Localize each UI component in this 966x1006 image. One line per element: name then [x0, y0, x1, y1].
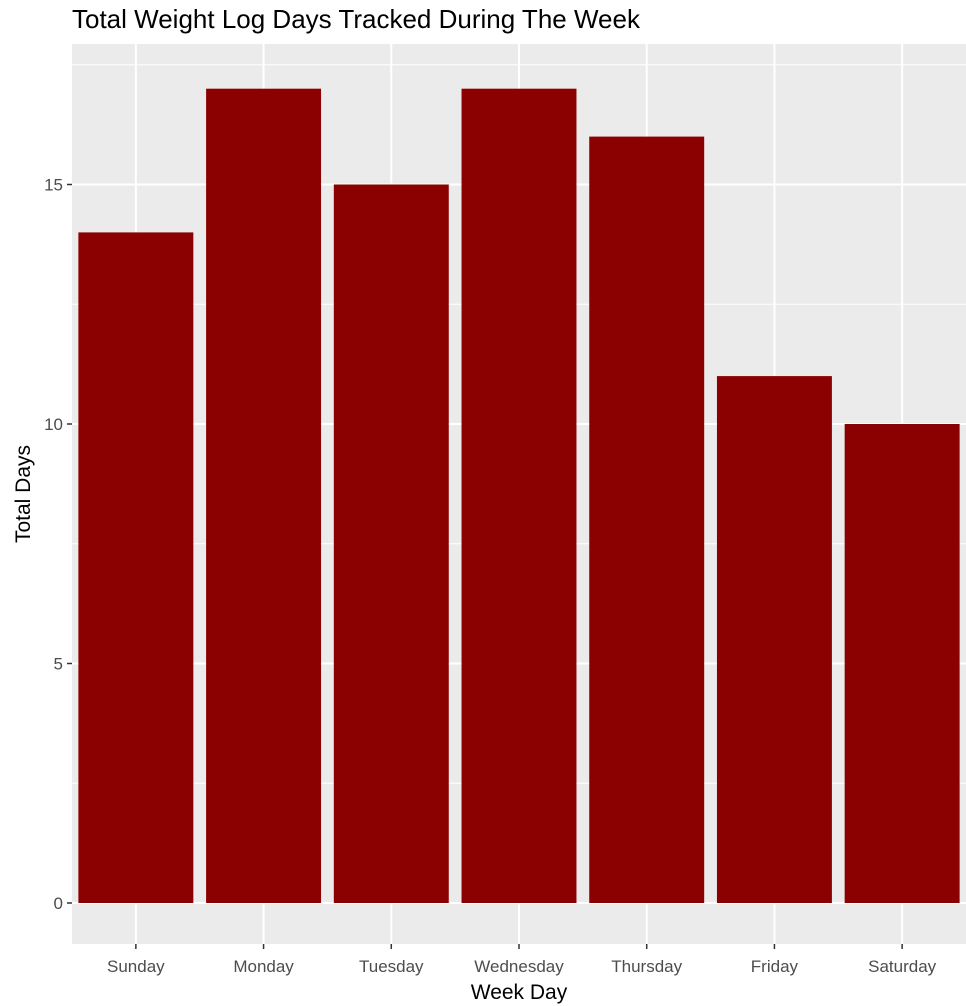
y-tick-label: 10 — [44, 415, 63, 434]
bar-saturday — [844, 424, 960, 903]
bar-friday — [716, 376, 832, 904]
y-tick-label: 5 — [54, 655, 63, 674]
bar-wednesday — [461, 88, 577, 903]
y-axis-title: Total Days — [12, 445, 35, 543]
x-axis-title: Week Day — [471, 981, 568, 1004]
x-tick-label: Wednesday — [474, 957, 564, 976]
bars — [78, 88, 960, 904]
x-tick-label: Monday — [233, 957, 294, 976]
bar-thursday — [589, 136, 705, 904]
y-tick-label: 15 — [44, 176, 63, 195]
x-axis: Sunday Monday Tuesday Wednesday Thursday Frid… — [107, 944, 937, 976]
y-tick-label: 0 — [54, 894, 63, 913]
chart-title: Total Weight Log Days Tracked During The… — [72, 4, 640, 34]
y-axis: 0 5 10 15 — [44, 176, 72, 913]
bar-monday — [206, 88, 322, 903]
x-tick-label: Saturday — [868, 957, 937, 976]
bar-sunday — [78, 232, 194, 903]
bar-tuesday — [333, 184, 449, 903]
x-tick-label: Sunday — [107, 957, 165, 976]
x-tick-label: Thursday — [611, 957, 682, 976]
x-tick-label: Friday — [751, 957, 799, 976]
x-tick-label: Tuesday — [359, 957, 424, 976]
